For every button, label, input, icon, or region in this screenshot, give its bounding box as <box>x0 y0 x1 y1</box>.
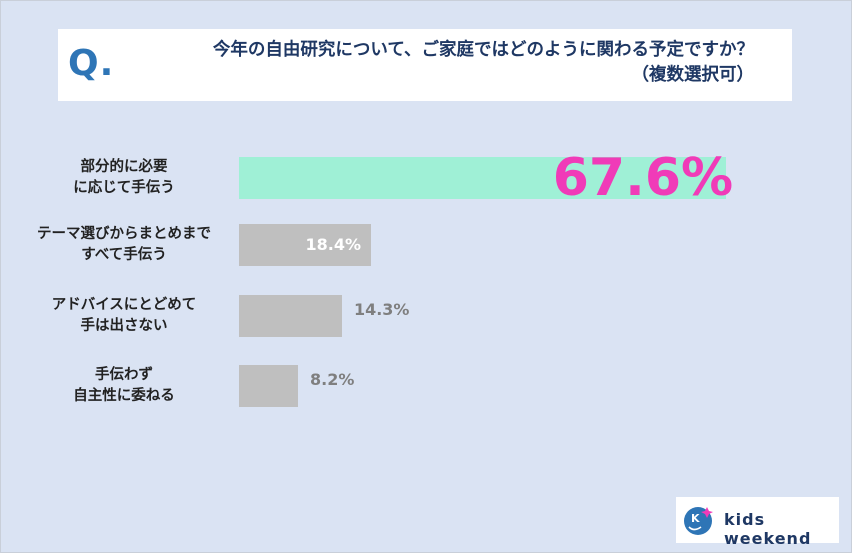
kids-weekend-logo-icon: K <box>684 507 713 535</box>
category-label-line: に応じて手伝う <box>73 180 175 196</box>
category-label-line: アドバイスにとどめて <box>51 297 197 313</box>
value-label: 14.3% <box>353 300 410 319</box>
category-label-line: テーマ選びからまとめまで <box>37 226 211 242</box>
category-label: 部分的に必要 に応じて手伝う <box>14 157 234 199</box>
category-label-line: すべて手伝う <box>81 247 167 263</box>
value-label: 8.2% <box>310 370 355 389</box>
category-label: 手伝わず自主性に委ねる <box>14 365 234 407</box>
question-line-2: （複数選択可） <box>631 65 755 85</box>
question-box: Q. 今年の自由研究について、ご家庭ではどのように関わる予定ですか？ （複数選択… <box>58 29 792 101</box>
value-label: 18.4% <box>305 235 361 254</box>
category-label-line: 自主性に委ねる <box>73 388 175 404</box>
question-marker: Q. <box>68 43 115 84</box>
logo-text: kids weekend <box>724 510 812 548</box>
category-label-line: 部分的に必要 <box>80 159 168 175</box>
question-line-1: 今年の自由研究について、ご家庭ではどのように関わる予定ですか？ <box>212 40 754 60</box>
value-label: 67.6% <box>552 148 734 208</box>
bar <box>239 224 372 266</box>
category-label: アドバイスにとどめて 手は出さない <box>14 295 234 337</box>
question-text: 今年の自由研究について、ご家庭ではどのように関わる予定ですか？ （複数選択可） <box>114 38 754 88</box>
category-label: テーマ選びからまとめまで すべて手伝う <box>14 224 234 266</box>
kids-weekend-logo: K kids weekend <box>676 497 839 548</box>
category-label-line: 手伝わず <box>95 367 153 383</box>
bar <box>239 157 726 199</box>
bar <box>239 365 299 407</box>
category-label-line: 手は出さない <box>80 318 168 334</box>
logo-icon-letter: K <box>691 512 700 525</box>
bar <box>239 295 342 337</box>
